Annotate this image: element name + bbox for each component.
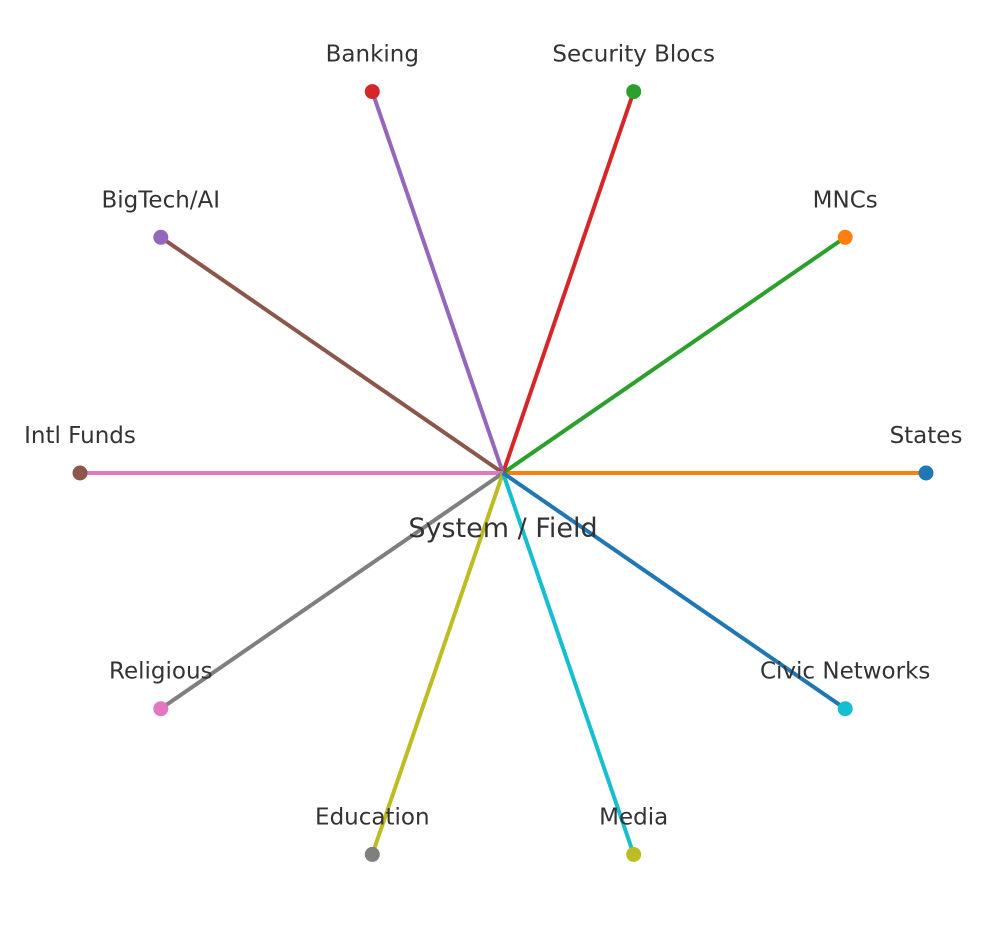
spoke-banking [370,90,505,474]
spokes-group [80,90,926,856]
node-dot-security-blocs [626,84,642,100]
node-label-security-blocs: Security Blocs [552,42,715,68]
node-dot-media [626,846,642,862]
spoke-education [370,472,505,856]
node-dot-bigtech-ai [153,229,169,245]
node-label-states: States [890,423,963,449]
node-label-media: Media [599,804,668,830]
spoke-security-blocs [501,90,636,474]
node-dot-religious [153,701,169,717]
center-label: System / Field [408,513,597,544]
node-label-education: Education [315,804,430,830]
node-dot-banking [364,84,380,100]
spoke-civic-networks [501,471,847,711]
node-label-mncs: MNCs [813,187,878,213]
nodes-group [72,84,934,862]
node-label-civic-networks: Civic Networks [760,659,930,685]
spoke-religious [159,471,505,711]
node-dot-states [918,465,934,481]
spoke-media [501,472,636,856]
node-dot-mncs [837,229,853,245]
node-label-banking: Banking [326,42,419,68]
node-dot-education [364,846,380,862]
spoke-bigtech-ai [159,235,505,475]
node-label-intl-funds: Intl Funds [24,423,136,449]
labels-group: States MNCs Security Blocs Banking BigTech/A… [24,42,962,831]
node-label-bigtech-ai: BigTech/AI [102,187,221,213]
node-dot-intl-funds [72,465,88,481]
node-dot-civic-networks [837,701,853,717]
spoke-mncs [501,235,847,475]
node-label-religious: Religious [109,659,213,685]
